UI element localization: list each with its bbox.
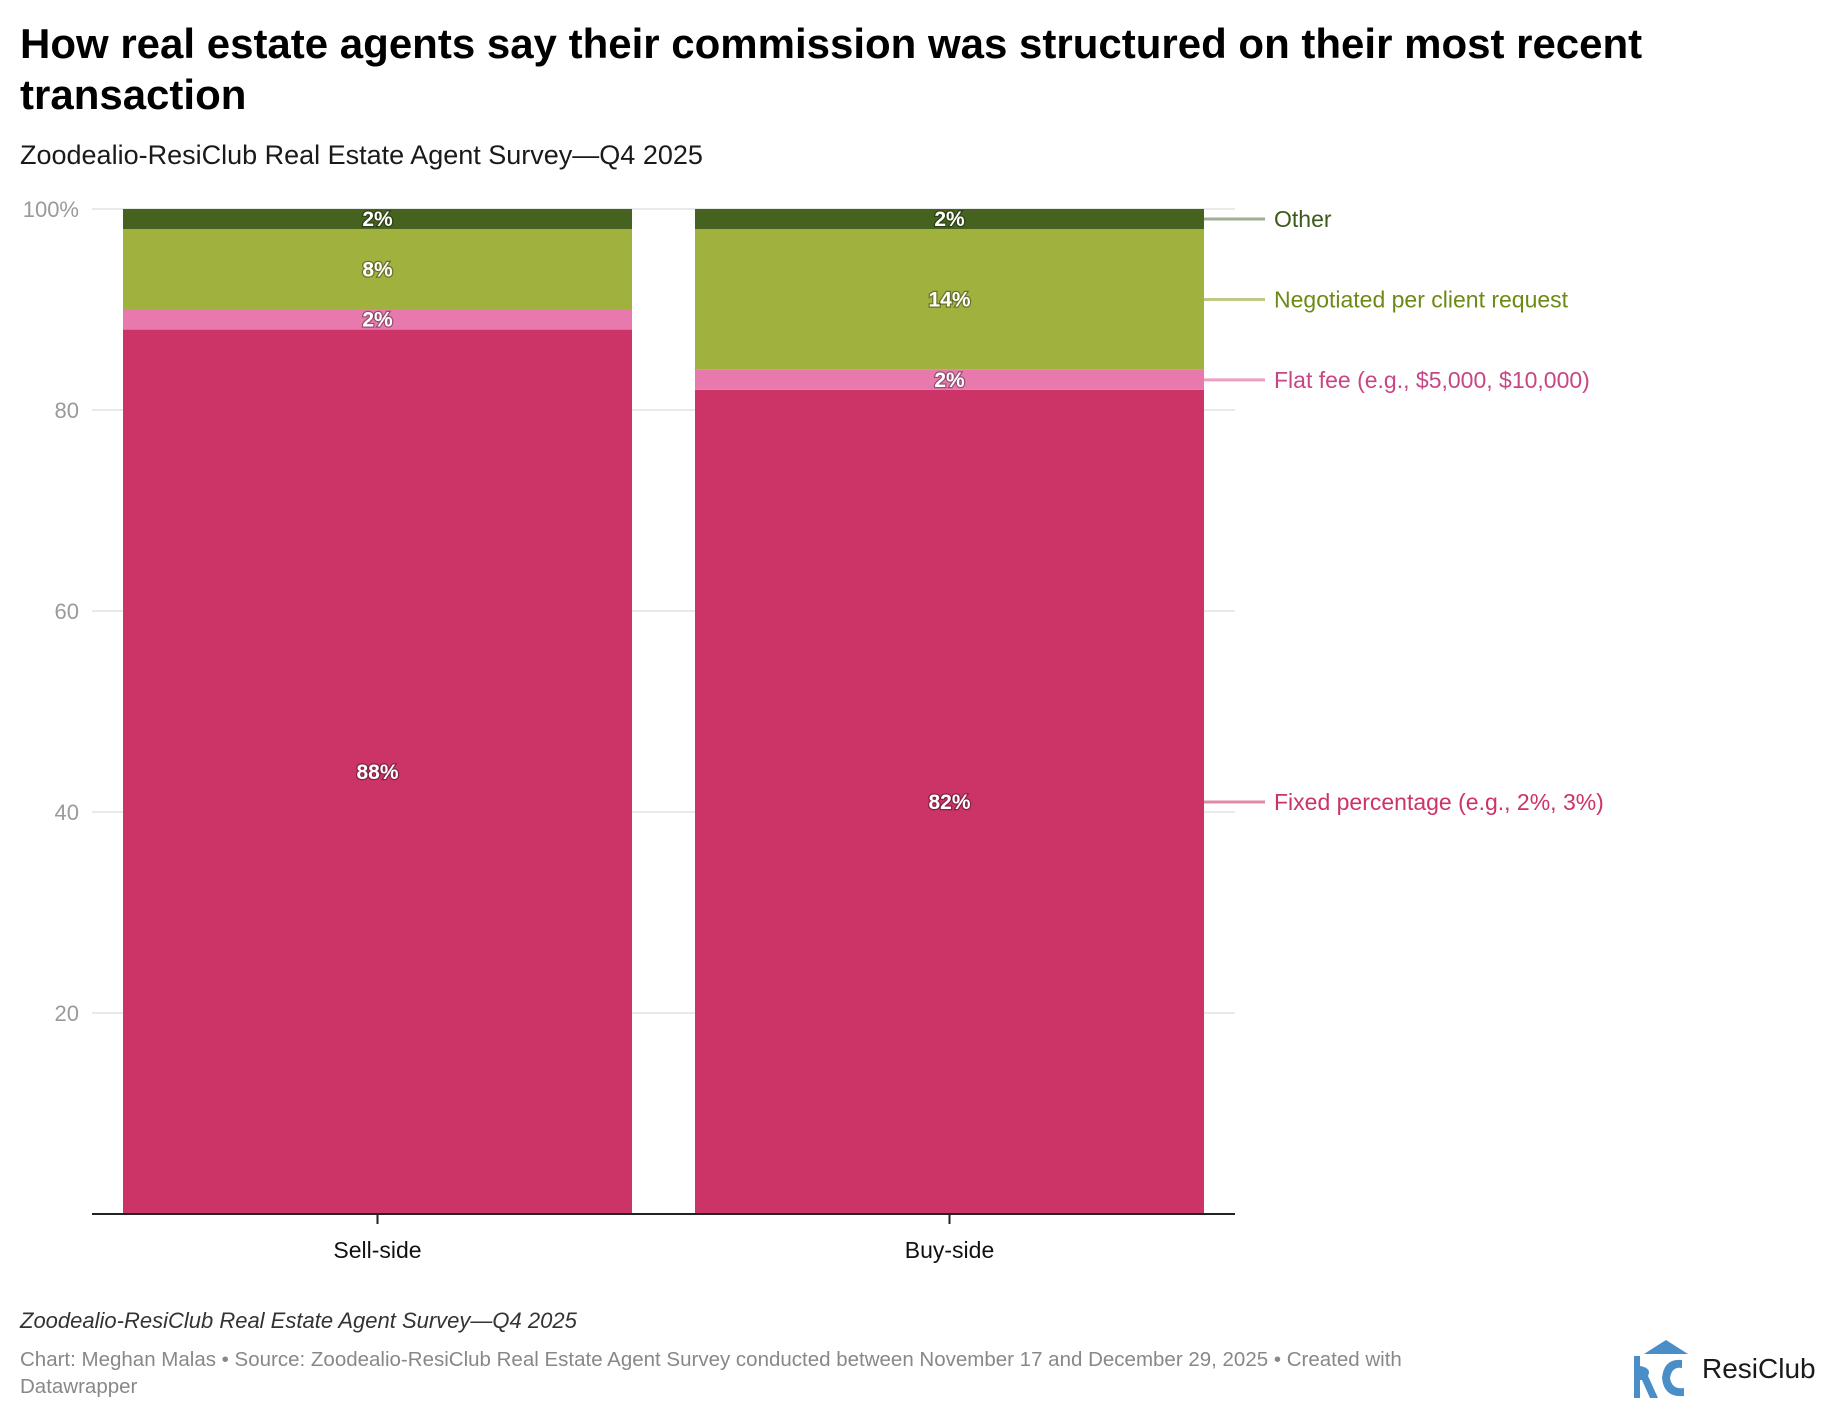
data-label: 2% xyxy=(362,208,393,231)
legend-label: Negotiated per client request xyxy=(1274,286,1569,312)
bar-segment xyxy=(123,329,632,1215)
x-category-label: Buy-side xyxy=(905,1237,994,1263)
data-label: 8% xyxy=(362,258,393,281)
y-tick-label: 20 xyxy=(55,1001,79,1026)
y-tick-label: 40 xyxy=(55,800,79,825)
bar-segment xyxy=(695,229,1204,370)
bar-segment xyxy=(123,229,632,310)
y-tick-label: 80 xyxy=(55,398,79,423)
bar-segment xyxy=(695,389,1204,1214)
stacked-bar-chart: 20 40 60 80 100% 88% 2% 8% 2% 82% 2% 14% 2% Sell-side… xyxy=(23,197,1604,1263)
legend-label: Other xyxy=(1274,206,1332,232)
chart-caption: Zoodealio-ResiClub Real Estate Agent Sur… xyxy=(20,1308,577,1333)
data-label: 88% xyxy=(356,761,398,784)
bar-segment xyxy=(695,369,1204,390)
chart-title: How real estate agents say their commiss… xyxy=(20,20,1643,118)
data-label: 2% xyxy=(934,369,965,392)
legend-label: Fixed percentage (e.g., 2%, 3%) xyxy=(1274,789,1604,815)
rc-house-logo-icon xyxy=(1634,1340,1688,1398)
brand-name: ResiClub xyxy=(1702,1353,1816,1384)
chart-subtitle: Zoodealio-ResiClub Real Estate Agent Sur… xyxy=(20,140,703,170)
data-label: 14% xyxy=(928,288,970,311)
legend-label: Flat fee (e.g., $5,000, $10,000) xyxy=(1274,367,1590,393)
x-category-label: Sell-side xyxy=(333,1237,421,1263)
y-tick-label: 100% xyxy=(23,197,79,222)
y-tick-label: 60 xyxy=(55,599,79,624)
bar-segment xyxy=(695,209,1204,230)
data-label: 2% xyxy=(362,309,393,332)
resiclub-brand: ResiClub xyxy=(1630,1336,1830,1400)
bar-segment xyxy=(123,209,632,230)
chart-footer: Chart: Meghan Malas • Source: Zoodealio-… xyxy=(20,1348,1402,1398)
data-label: 2% xyxy=(934,208,965,231)
bar-segment xyxy=(123,309,632,330)
data-label: 82% xyxy=(928,791,970,814)
